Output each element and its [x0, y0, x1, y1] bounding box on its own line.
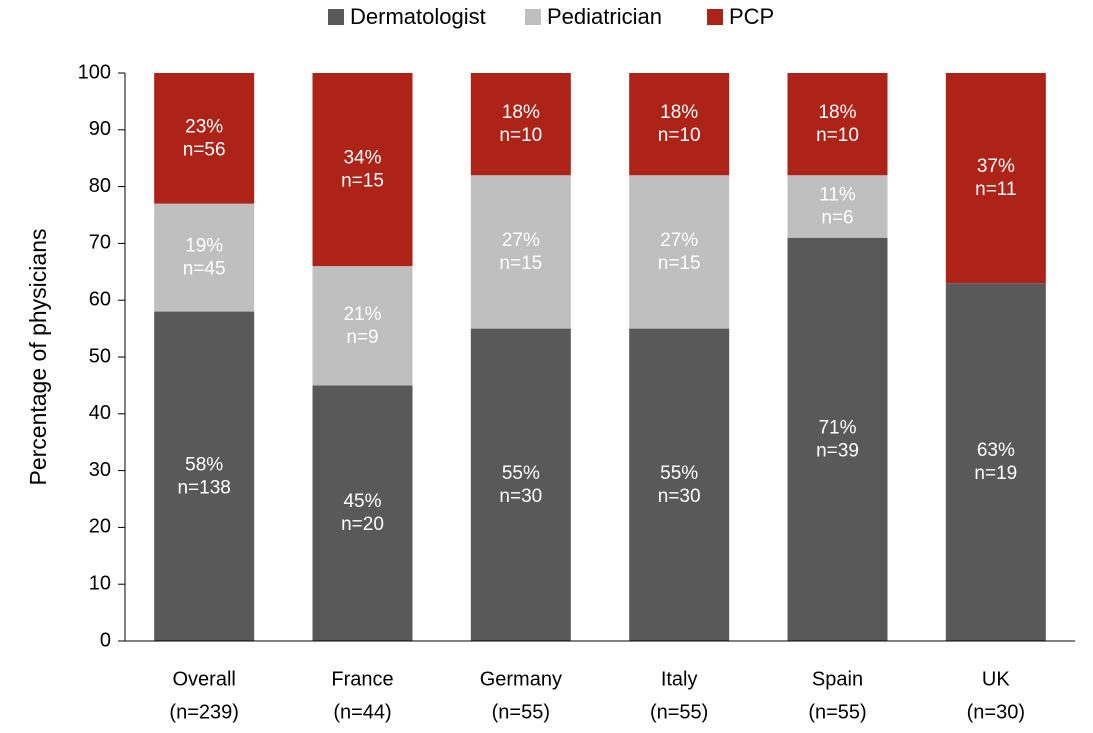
legend-swatch — [707, 9, 723, 25]
bar-segment — [945, 283, 1046, 641]
count-label: n=56 — [183, 139, 226, 160]
x-tick-label: Overall — [172, 668, 235, 690]
value-label: 18% — [818, 102, 856, 123]
y-tick-label: 0 — [100, 629, 111, 651]
count-label: n=15 — [341, 171, 384, 192]
x-tick-sublabel: (n=44) — [333, 701, 391, 723]
count-label: n=15 — [658, 253, 701, 274]
x-tick-sublabel: (n=239) — [169, 701, 239, 723]
x-tick-label: France — [331, 668, 393, 690]
bar-segment — [470, 73, 571, 176]
count-label: n=39 — [816, 440, 859, 461]
bar-segment — [154, 311, 255, 641]
y-tick-label: 40 — [89, 402, 111, 424]
bar-segment — [312, 385, 413, 641]
x-tick-label: Italy — [661, 668, 698, 690]
value-label: 19% — [185, 236, 223, 257]
value-label: 34% — [343, 148, 381, 169]
x-tick-label: Germany — [480, 668, 562, 690]
value-label: 23% — [185, 116, 223, 137]
value-label: 11% — [819, 184, 856, 205]
value-label: 71% — [818, 417, 856, 438]
count-label: n=9 — [346, 327, 378, 348]
count-label: n=10 — [499, 125, 542, 146]
count-label: n=30 — [658, 486, 701, 507]
y-axis-title: Percentage of physicians — [25, 229, 51, 486]
bar-segment — [629, 175, 730, 329]
value-label: 63% — [977, 440, 1015, 461]
count-label: n=10 — [816, 125, 859, 146]
bar-segment — [629, 328, 730, 641]
legend-swatch — [525, 9, 541, 25]
count-label: n=11 — [975, 179, 1016, 200]
bar-segment — [154, 203, 255, 312]
y-tick-label: 70 — [89, 232, 111, 254]
x-tick-sublabel: (n=55) — [650, 701, 708, 723]
y-tick-label: 10 — [89, 572, 111, 594]
bar-segment — [629, 73, 730, 176]
value-label: 18% — [502, 102, 540, 123]
value-label: 55% — [660, 463, 698, 484]
bar-segment — [470, 175, 571, 329]
y-tick-label: 90 — [89, 118, 111, 140]
y-tick-label: 100 — [78, 61, 111, 83]
count-label: n=138 — [177, 477, 230, 498]
bar-segment — [154, 73, 255, 204]
y-tick-label: 60 — [89, 288, 111, 310]
count-label: n=19 — [974, 463, 1017, 484]
x-tick-label: Spain — [812, 668, 863, 690]
y-tick-label: 30 — [89, 459, 111, 481]
count-label: n=15 — [499, 253, 542, 274]
value-label: 18% — [660, 102, 698, 123]
bar-segment — [787, 237, 888, 641]
bar-segment — [787, 73, 888, 176]
value-label: 37% — [977, 156, 1015, 177]
value-label: 45% — [343, 491, 381, 512]
count-label: n=45 — [183, 259, 226, 280]
legend-label: PCP — [729, 4, 774, 29]
value-label: 58% — [185, 454, 223, 475]
value-label: 27% — [502, 230, 540, 251]
bar-segment — [470, 328, 571, 641]
legend-swatch — [328, 9, 344, 25]
count-label: n=20 — [341, 514, 384, 535]
y-tick-label: 20 — [89, 516, 111, 538]
legend-label: Pediatrician — [547, 4, 662, 29]
bar-segment — [312, 73, 413, 267]
bar-segment — [945, 73, 1046, 284]
y-tick-label: 80 — [89, 175, 111, 197]
y-tick-label: 50 — [89, 345, 111, 367]
count-label: n=6 — [821, 207, 853, 228]
value-label: 27% — [660, 230, 698, 251]
x-tick-label: UK — [982, 668, 1010, 690]
x-tick-sublabel: (n=30) — [967, 701, 1025, 723]
count-label: n=30 — [499, 486, 542, 507]
legend-label: Dermatologist — [350, 4, 486, 29]
x-tick-sublabel: (n=55) — [808, 701, 866, 723]
bar-segment — [787, 175, 888, 238]
bar-segment — [312, 266, 413, 386]
count-label: n=10 — [658, 125, 701, 146]
x-tick-sublabel: (n=55) — [492, 701, 550, 723]
value-label: 21% — [343, 304, 381, 325]
value-label: 55% — [502, 463, 540, 484]
